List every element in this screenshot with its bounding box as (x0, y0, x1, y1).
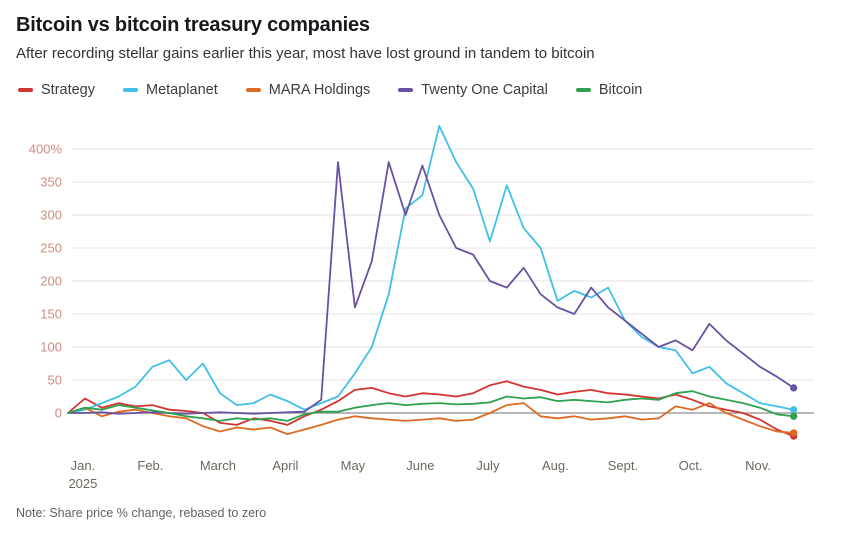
legend-item-mara-holdings: MARA Holdings (245, 82, 371, 98)
legend-item-twenty-one-capital: Twenty One Capital (398, 82, 548, 98)
x-tick-label: March (200, 458, 236, 473)
x-tick-sublabel: 2025 (68, 476, 97, 491)
x-tick-label: Aug. (542, 458, 569, 473)
legend-label-strategy: Strategy (41, 82, 95, 98)
legend-swatch-twenty-one-capital (398, 88, 414, 92)
x-tick-label: June (406, 458, 434, 473)
y-tick-label: 0 (55, 406, 62, 421)
x-tick-label: Oct. (679, 458, 703, 473)
x-tick-label: May (341, 458, 366, 473)
y-tick-label: 300 (40, 208, 62, 223)
x-tick-label: Jan. (71, 458, 96, 473)
series-end-dot-twenty-one-capital (790, 384, 798, 392)
y-tick-label: 150 (40, 307, 62, 322)
legend-swatch-strategy (18, 88, 33, 92)
series-end-dot-bitcoin (790, 412, 798, 420)
series-line-metaplanet (67, 125, 795, 414)
y-tick-label: 50 (48, 373, 62, 388)
line-chart: 0 50 100 150 200 250 300 350 400% Jan. 2025 Feb. Mar… (29, 125, 814, 491)
y-tick-label: 400% (29, 142, 63, 157)
chart-title: Bitcoin vs bitcoin treasury companies (16, 14, 370, 36)
x-tick-label: Nov. (745, 458, 771, 473)
legend-label-bitcoin: Bitcoin (598, 82, 643, 98)
x-tick-label: Feb. (137, 458, 163, 473)
legend-item-bitcoin: Bitcoin (575, 82, 643, 98)
chart-subtitle: After recording stellar gains earlier th… (16, 45, 595, 62)
series-line-twenty-one-capital (67, 161, 795, 415)
y-tick-label: 250 (40, 241, 62, 256)
series-end-dot-metaplanet (790, 406, 798, 414)
y-tick-label: 350 (40, 175, 62, 190)
legend-swatch-bitcoin (575, 88, 591, 92)
y-tick-label: 200 (40, 274, 62, 289)
x-tick-label: April (272, 458, 298, 473)
legend: Strategy Metaplanet MARA Holdings Twenty On… (18, 82, 829, 98)
x-tick-label: Sept. (608, 458, 638, 473)
legend-label-twenty-one-capital: Twenty One Capital (421, 82, 548, 98)
legend-label-mara-holdings: MARA Holdings (268, 82, 371, 98)
x-tick-label: July (476, 458, 500, 473)
series-line-bitcoin (67, 390, 795, 422)
series-end-dot-mara-holdings (790, 429, 798, 437)
legend-swatch-metaplanet (123, 88, 138, 92)
legend-item-metaplanet: Metaplanet (123, 82, 218, 98)
y-tick-label: 100 (40, 340, 62, 355)
legend-label-metaplanet: Metaplanet (146, 82, 218, 98)
legend-item-strategy: Strategy (18, 82, 95, 98)
series-line-mara-holdings (67, 402, 795, 435)
legend-swatch-mara-holdings (245, 88, 261, 92)
footnote: Note: Share price % change, rebased to z… (16, 506, 267, 520)
